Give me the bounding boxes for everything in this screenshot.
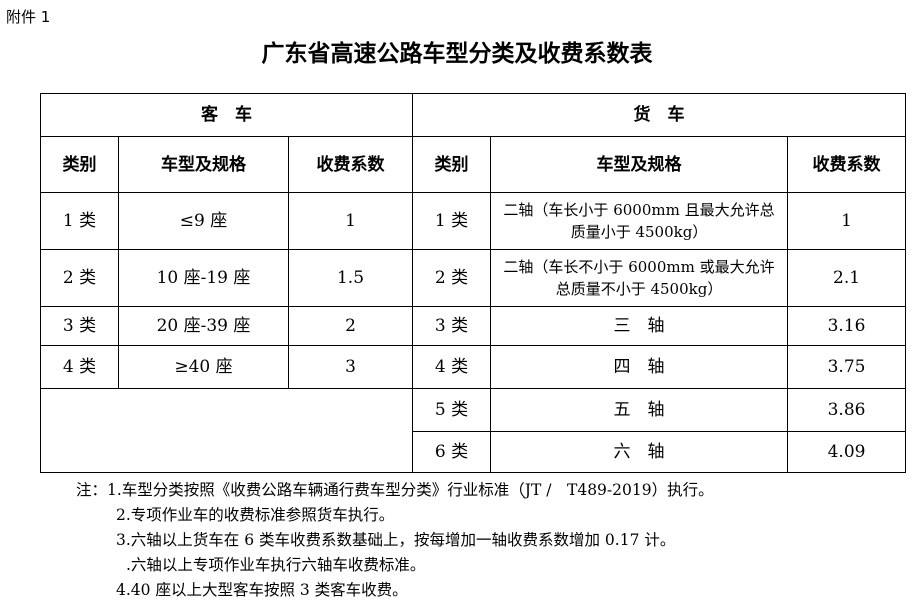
truck-coefficient: 3.16	[787, 306, 907, 346]
attachment-label: 附件 1	[6, 8, 51, 26]
header-spec: 车型及规格	[490, 136, 789, 193]
empty-passenger-cell	[39, 388, 414, 473]
truck-spec: 六 轴	[490, 431, 789, 473]
truck-coefficient: 2.1	[787, 249, 907, 307]
truck-class: 4 类	[412, 345, 492, 389]
passenger-coefficient: 1	[287, 192, 414, 250]
header-class: 类别	[40, 136, 119, 193]
passenger-spec: ≤9 座	[118, 192, 289, 250]
passenger-class: 4 类	[40, 345, 119, 389]
table-row: 5 类 五 轴 3.86	[39, 388, 907, 473]
truck-coefficient: 1	[787, 192, 907, 250]
passenger-class: 2 类	[40, 249, 119, 307]
passenger-coefficient: 2	[287, 306, 414, 346]
truck-spec: 五 轴	[490, 388, 789, 432]
passenger-class: 3 类	[40, 306, 119, 346]
table-row: 4 类 ≥40 座 3 4 类 四 轴 3.75	[40, 345, 907, 389]
passenger-coefficient: 1.5	[287, 249, 414, 307]
truck-group-header: 货 车	[412, 93, 907, 137]
table-row: 2 类 10 座-19 座 1.5 2 类 二轴（车长不小于 6000mm 或最…	[40, 249, 907, 307]
truck-class: 1 类	[412, 192, 492, 250]
note-4: 4.40 座以上大型客车按照 3 类客车收费。	[116, 581, 408, 599]
passenger-class: 1 类	[40, 192, 119, 250]
truck-spec: 二轴（车长不小于 6000mm 或最大允许总质量不小于 4500kg）	[490, 249, 789, 307]
header-coefficient: 收费系数	[787, 136, 907, 193]
passenger-coefficient: 3	[287, 345, 414, 389]
header-spec: 车型及规格	[118, 136, 289, 193]
truck-spec: 三 轴	[490, 306, 789, 346]
page-title: 广东省高速公路车型分类及收费系数表	[261, 41, 653, 67]
header-class: 类别	[412, 136, 492, 193]
note-2: 2.专项作业车的收费标准参照货车执行。	[116, 506, 395, 524]
table-row: 3 类 20 座-39 座 2 3 类 三 轴 3.16	[40, 306, 907, 346]
truck-class: 5 类	[412, 388, 492, 432]
table-row: 1 类 ≤9 座 1 1 类 二轴（车长小于 6000mm 且最大允许总质量小于…	[40, 192, 907, 250]
table-row: 6 类 六 轴 4.09	[41, 431, 907, 473]
passenger-group-header: 客 车	[39, 93, 414, 137]
passenger-spec: 10 座-19 座	[118, 249, 289, 307]
truck-spec: 四 轴	[490, 345, 789, 389]
truck-coefficient: 3.86	[787, 388, 907, 432]
truck-class: 3 类	[412, 306, 492, 346]
truck-coefficient: 4.09	[787, 431, 907, 473]
note-3: 3.六轴以上货车在 6 类车收费系数基础上，按每增加一轴收费系数增加 0.17 …	[116, 531, 676, 549]
truck-class: 6 类	[412, 431, 492, 473]
note-3-continued: .六轴以上专项作业车执行六轴车收费标准。	[126, 556, 426, 574]
passenger-spec: ≥40 座	[118, 345, 289, 389]
header-coefficient: 收费系数	[287, 136, 414, 193]
vehicle-classification-table: 客 车 货 车 类别 车型及规格 收费系数 类别 车型及规格 收费系数 1 类 …	[39, 93, 907, 473]
note-1: 注：1.车型分类按照《收费公路车辆通行费车型分类》行业标准（JT / T489-…	[76, 481, 714, 499]
passenger-spec: 20 座-39 座	[118, 306, 289, 346]
truck-coefficient: 3.75	[787, 345, 907, 389]
notes: 注：1.车型分类按照《收费公路车辆通行费车型分类》行业标准（JT / T489-…	[76, 478, 714, 603]
truck-class: 2 类	[412, 249, 492, 307]
truck-spec: 二轴（车长小于 6000mm 且最大允许总质量小于 4500kg）	[490, 192, 789, 250]
